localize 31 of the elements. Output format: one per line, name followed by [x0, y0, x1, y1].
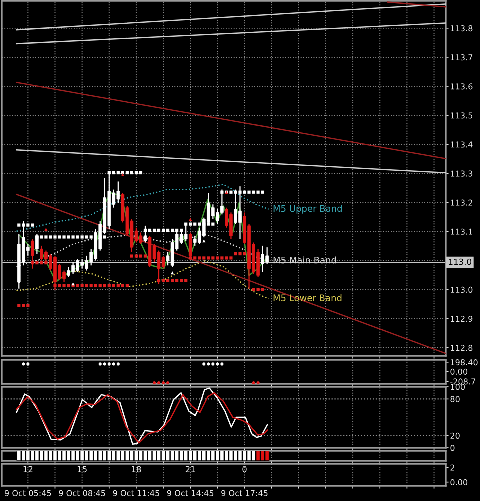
x-tick-label: 9 Oct 08:45: [59, 490, 106, 496]
x-tick-label: 9 Oct 14:45: [167, 490, 214, 496]
y-tick-label: 113.0: [451, 286, 473, 294]
y-tick-label: 198.40: [451, 360, 478, 366]
y-tick-label: 113.4: [451, 142, 473, 148]
x-tick-label: 9 Oct 11:45: [113, 490, 160, 496]
annotation: 15: [78, 466, 87, 473]
y-tick-label: 20: [450, 432, 460, 439]
y-tick-label: 113.3: [451, 170, 473, 177]
y-tick-label: 0.00: [450, 479, 468, 486]
annotation: 0: [242, 466, 247, 473]
y-tick-label: 0.00: [450, 368, 468, 375]
y-tick-label: 113.2: [451, 200, 472, 206]
y-tick-label: 113.1: [451, 228, 472, 235]
y-tick-label: 112.8: [451, 345, 473, 352]
annotation: 18: [132, 466, 142, 473]
x-tick-label: 9 Oct 17:45: [222, 490, 268, 496]
y-tick-label: 113.5: [451, 112, 473, 119]
y-tick-label: 113.6: [451, 84, 473, 90]
y-tick-label: 112.9: [451, 316, 473, 322]
y-tick-label: -208.7: [450, 378, 476, 385]
y-tick-label: 2: [450, 464, 454, 471]
y-tick-label: 100: [451, 384, 466, 390]
x-tick-label: 9 Oct 05:45: [4, 490, 52, 496]
y-tick-label: 0: [450, 445, 455, 452]
y-tick-label: 113.7: [451, 54, 473, 61]
annotation: 21: [186, 466, 196, 472]
series-label: M5 Upper Band: [274, 205, 342, 214]
y-tick-label: 113.8: [451, 26, 473, 32]
annotation: 12: [24, 466, 33, 472]
y-tick-label: 80: [450, 396, 460, 402]
